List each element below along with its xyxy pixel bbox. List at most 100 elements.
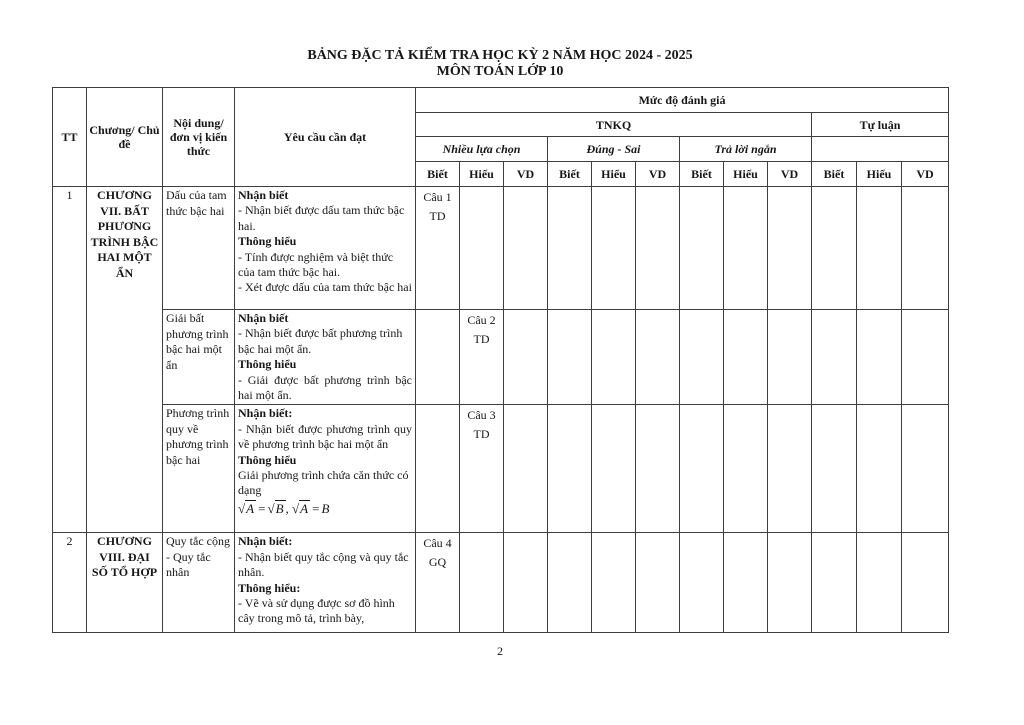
table-row: Phương trình quy về phương trình bậc hai… xyxy=(53,404,950,534)
empty-cell xyxy=(811,404,857,534)
req-text: - Nhận biết được bất phương trình bậc ha… xyxy=(238,326,403,356)
col-header-chapter: Chương/ Chủ đề xyxy=(86,87,163,187)
empty-cell xyxy=(591,532,636,634)
empty-cell xyxy=(767,532,812,634)
empty-cell xyxy=(415,308,460,406)
title-line-1: BẢNG ĐẶC TẢ KIỂM TRA HỌC KỲ 2 NĂM HỌC 20… xyxy=(307,48,693,63)
col-header-essay: Tự luận xyxy=(810,112,950,137)
empty-cell xyxy=(856,308,902,406)
req-text: - Giải được bất phương trình bậc hai một… xyxy=(238,372,412,403)
col-header-short-answer: Trả lời ngắn xyxy=(679,136,812,162)
cell-requirement: Nhận biết: - Nhận biết được phương trình… xyxy=(234,404,416,534)
col-header-requirement: Yêu cầu cần đạt xyxy=(234,87,416,187)
req-heading: Nhận biết: xyxy=(238,534,293,549)
empty-cell xyxy=(900,404,950,534)
req-heading: Thông hiểu: xyxy=(238,580,301,595)
req-heading: Nhận biết xyxy=(238,311,289,325)
empty-cell xyxy=(767,186,812,310)
header-row-3: Nhiều lựa chọn Đúng - Sai Trả lời ngắn xyxy=(53,136,950,162)
question-label: Câu 4 xyxy=(423,536,452,551)
header-row-1: TT Chương/ Chủ đề Nội dung/đơn vị kiến t… xyxy=(52,87,950,187)
empty-cell xyxy=(503,308,548,406)
empty-cell xyxy=(767,404,812,534)
empty-cell xyxy=(459,532,504,634)
empty-cell xyxy=(503,404,548,534)
empty-cell xyxy=(679,404,724,534)
empty-cell xyxy=(811,308,857,406)
empty-cell xyxy=(811,186,857,310)
empty-cell xyxy=(591,308,636,406)
empty-cell xyxy=(547,186,592,310)
req-heading: Nhận biết: xyxy=(238,406,293,421)
table-row: Giải bất phương trình bậc hai một ẩn Nhậ… xyxy=(53,308,950,406)
question-marker-cell: Câu 1 TD xyxy=(415,186,460,310)
cell-content: Giải bất phương trình bậc hai một ẩn xyxy=(162,308,235,406)
cell-requirement: Nhận biết - Nhận biết được bất phương tr… xyxy=(234,308,416,406)
specification-table: TT Chương/ Chủ đề Nội dung/đơn vị kiến t… xyxy=(52,87,950,634)
empty-cell xyxy=(547,308,592,406)
level-header-biet: Biết xyxy=(679,161,724,187)
req-text: - Nhận biết được dấu tam thức bậc hai. xyxy=(238,203,405,233)
math-formula: √A = √B, √A = B xyxy=(238,499,330,516)
document-title: BẢNG ĐẶC TẢ KIỂM TRA HỌC KỲ 2 NĂM HỌC 20… xyxy=(52,48,948,79)
cell-requirement: Nhận biết - Nhận biết được dấu tam thức … xyxy=(234,186,416,310)
empty-cell xyxy=(503,532,548,634)
level-header-biet: Biết xyxy=(415,161,460,187)
cell-chapter: CHƯƠNG VIII. ĐẠI SỐ TỔ HỢP xyxy=(86,532,163,634)
empty-cell xyxy=(767,308,812,406)
empty-cell xyxy=(856,186,902,310)
question-label: Câu 1 xyxy=(423,190,452,204)
question-marker-cell: Câu 4 GQ xyxy=(415,532,460,634)
cell-tt: 2 xyxy=(52,532,87,634)
cell-tt: 1 xyxy=(52,185,87,534)
empty-cell xyxy=(679,308,724,406)
level-header-vd: VD xyxy=(900,161,950,187)
empty-cell xyxy=(723,308,768,406)
question-label: Câu 3 xyxy=(467,408,496,423)
level-header-vd: VD xyxy=(767,161,812,187)
req-text: Giải phương trình chứa căn thức có dạng xyxy=(238,468,409,498)
empty-cell xyxy=(723,532,768,634)
req-heading: Thông hiểu xyxy=(238,452,297,467)
header-row-2: TNKQ Tự luận xyxy=(53,112,950,137)
question-marker-cell: Câu 2 TD xyxy=(459,308,504,406)
sqrt-expression: √B xyxy=(267,499,286,516)
empty-cell xyxy=(591,186,636,310)
empty-cell xyxy=(503,186,548,310)
table-row: 1 CHƯƠNG VII. BẤT PHƯƠNG TRÌNH BẬC HAI M… xyxy=(52,185,950,534)
question-code: TD xyxy=(473,427,490,442)
cell-content: Quy tắc cộng - Quy tắc nhân xyxy=(162,532,235,634)
empty-cell xyxy=(547,404,592,534)
question-label: Câu 2 xyxy=(467,313,496,327)
level-header-biet: Biết xyxy=(811,161,857,187)
col-header-true-false: Đúng - Sai xyxy=(547,136,680,162)
req-heading: Thông hiểu xyxy=(238,234,297,249)
question-code: GQ xyxy=(428,555,447,570)
req-text: - Nhận biết được phương trình quy về phư… xyxy=(238,421,412,452)
empty-cell xyxy=(415,404,460,534)
col-header-multiple-choice: Nhiều lựa chọn xyxy=(415,136,548,162)
empty-cell xyxy=(856,532,902,634)
empty-cell xyxy=(900,186,950,310)
empty-cell xyxy=(811,532,857,634)
cell-chapter: CHƯƠNG VII. BẤT PHƯƠNG TRÌNH BẬC HAI MỘT… xyxy=(86,185,163,534)
empty-cell xyxy=(723,186,768,310)
sqrt-expression: √A xyxy=(238,499,257,516)
req-text: - Tính được nghiệm và biệt thức của tam … xyxy=(238,249,394,280)
title-line-2: MÔN TOÁN LỚP 10 xyxy=(436,63,564,79)
empty-cell xyxy=(459,186,504,310)
level-header-hieu: Hiểu xyxy=(591,161,636,187)
col-header-assessment: Mức độ đánh giá xyxy=(414,87,950,113)
empty-cell xyxy=(723,404,768,534)
req-text: - Vẽ và sử dụng được sơ đồ hình cây tron… xyxy=(238,596,395,626)
empty-cell xyxy=(547,532,592,634)
sqrt-expression: √A xyxy=(292,499,311,516)
empty-cell xyxy=(635,186,680,310)
req-text: - Xét được dấu của tam thức bậc hai xyxy=(238,280,412,295)
table-row: 2 CHƯƠNG VIII. ĐẠI SỐ TỔ HỢP Quy tắc cộn… xyxy=(52,532,950,634)
empty-cell xyxy=(635,532,680,634)
empty-cell xyxy=(900,532,950,634)
cell-requirement: Nhận biết: - Nhận biết quy tắc cộng và q… xyxy=(234,532,416,634)
req-heading: Nhận biết xyxy=(238,188,289,202)
